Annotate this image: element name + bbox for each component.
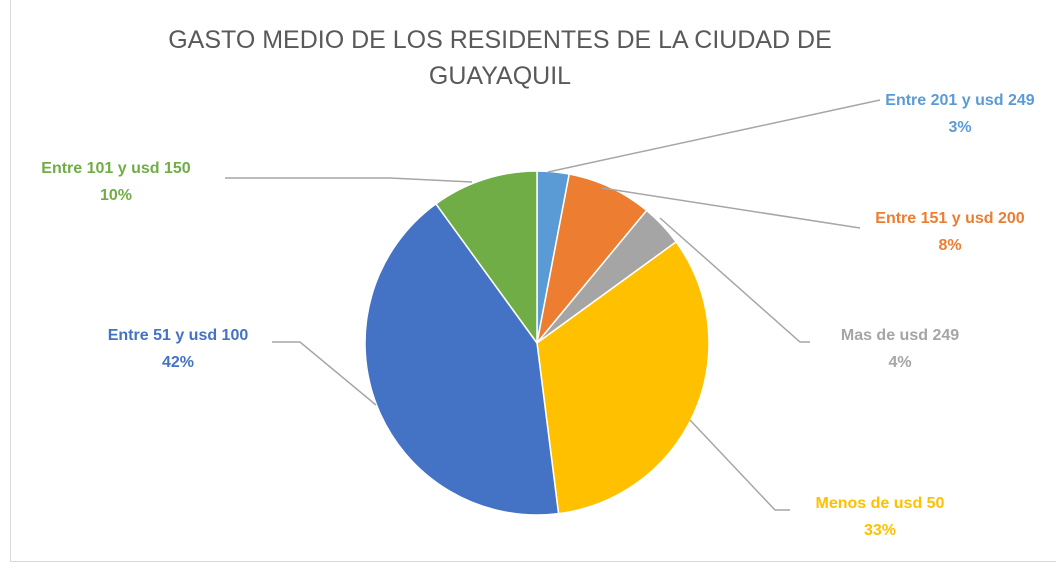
label-name: Menos de usd 50 bbox=[815, 495, 945, 512]
data-label: Entre 51 y usd 100 42% bbox=[68, 322, 288, 376]
label-value: 8% bbox=[938, 237, 962, 254]
chart-title: GASTO MEDIO DE LOS RESIDENTES DE LA CIUD… bbox=[168, 26, 832, 90]
label-name: Entre 51 y usd 100 bbox=[107, 327, 249, 344]
pie-slice bbox=[434, 170, 538, 346]
leader-line bbox=[601, 187, 861, 229]
label-value: 3% bbox=[948, 119, 972, 136]
data-label: Entre 151 y usd 200 8% bbox=[875, 205, 1025, 259]
label-name: Mas de usd 249 bbox=[840, 327, 960, 344]
leader-line bbox=[225, 177, 473, 183]
data-label: Menos de usd 50 33% bbox=[780, 490, 980, 544]
label-value: 4% bbox=[888, 354, 912, 371]
data-label: Mas de usd 249 4% bbox=[800, 322, 1000, 376]
label-name: Entre 151 y usd 200 bbox=[875, 210, 1025, 227]
leader-line bbox=[659, 217, 810, 343]
label-name: Entre 101 y usd 150 bbox=[41, 160, 191, 177]
data-label: Entre 201 y usd 249 3% bbox=[885, 87, 1035, 141]
label-name: Entre 201 y usd 249 bbox=[885, 92, 1035, 109]
pie-slice bbox=[364, 202, 560, 516]
leader-line bbox=[547, 99, 881, 173]
leader-line bbox=[689, 419, 790, 511]
pie-slice bbox=[536, 240, 710, 515]
data-label: Entre 101 y usd 150 10% bbox=[41, 155, 191, 209]
label-value: 42% bbox=[161, 354, 195, 371]
label-value: 10% bbox=[99, 187, 133, 204]
label-value: 33% bbox=[863, 522, 897, 539]
chart-frame bbox=[10, 0, 1056, 562]
leader-line bbox=[272, 341, 377, 406]
